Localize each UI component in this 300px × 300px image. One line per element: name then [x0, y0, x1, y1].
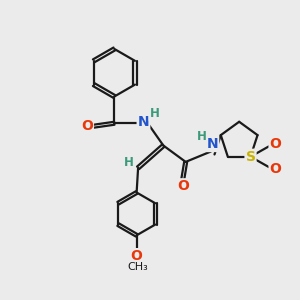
Text: H: H: [197, 130, 207, 143]
Text: H: H: [149, 107, 159, 120]
Text: CH₃: CH₃: [128, 262, 148, 272]
Text: O: O: [177, 179, 189, 193]
Text: O: O: [131, 249, 142, 263]
Text: N: N: [138, 115, 149, 129]
Text: O: O: [81, 119, 93, 133]
Text: O: O: [270, 137, 281, 151]
Text: O: O: [270, 163, 281, 176]
Text: N: N: [207, 137, 218, 151]
Text: S: S: [245, 150, 256, 164]
Text: H: H: [124, 156, 134, 169]
